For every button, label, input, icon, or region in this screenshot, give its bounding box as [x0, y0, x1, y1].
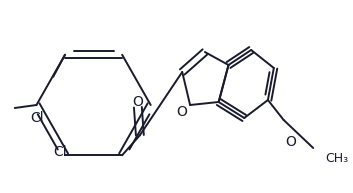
Text: Cl: Cl: [53, 145, 67, 159]
Text: CH₃: CH₃: [325, 152, 348, 164]
Text: O: O: [132, 95, 143, 109]
Text: Cl: Cl: [31, 111, 44, 125]
Text: O: O: [285, 135, 296, 149]
Text: O: O: [176, 105, 187, 119]
